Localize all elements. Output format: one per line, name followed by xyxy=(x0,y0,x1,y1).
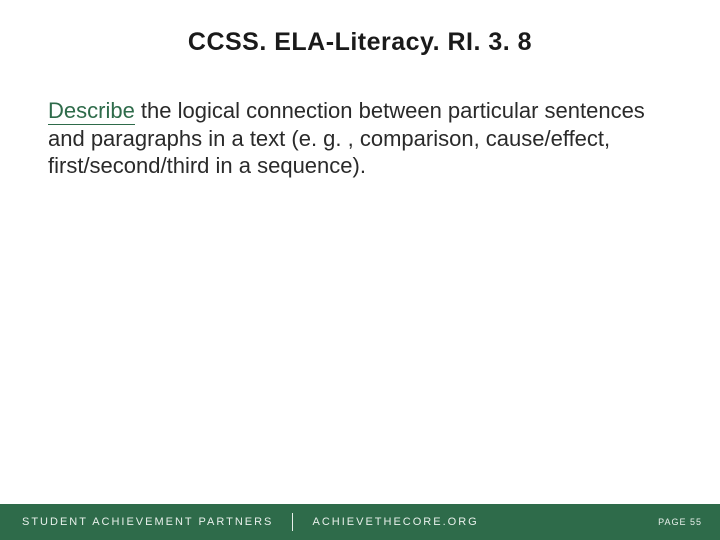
footer-url: ACHIEVETHECORE.ORG xyxy=(313,516,479,528)
body-rest: the logical connection between particula… xyxy=(48,98,645,178)
footer-org-name: STUDENT ACHIEVEMENT PARTNERS xyxy=(22,516,273,528)
page-number: PAGE 55 xyxy=(658,517,720,527)
footer-divider xyxy=(292,513,293,531)
footer-bar: STUDENT ACHIEVEMENT PARTNERS ACHIEVETHEC… xyxy=(0,504,720,540)
lead-word: Describe xyxy=(48,98,135,125)
footer-left: STUDENT ACHIEVEMENT PARTNERS ACHIEVETHEC… xyxy=(0,513,479,531)
standard-code-title: CCSS. ELA-Literacy. RI. 3. 8 xyxy=(0,0,720,57)
slide: CCSS. ELA-Literacy. RI. 3. 8 Describe th… xyxy=(0,0,720,540)
standard-description: Describe the logical connection between … xyxy=(0,57,720,180)
